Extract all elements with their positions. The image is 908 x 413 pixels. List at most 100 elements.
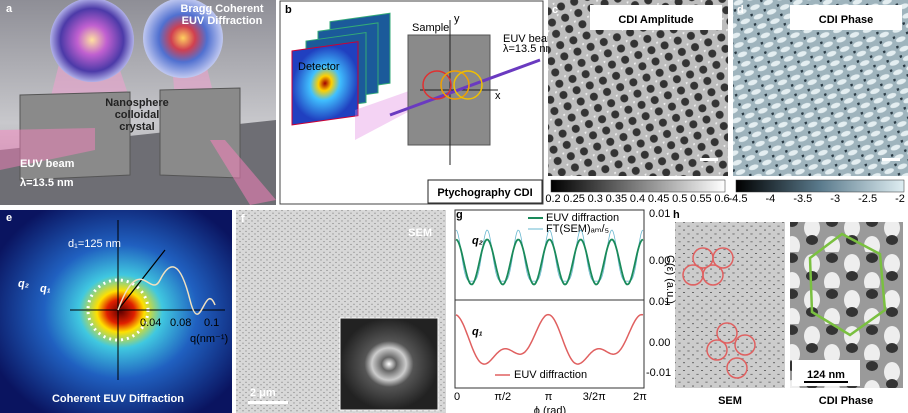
euv-beam	[0, 128, 95, 170]
diffraction-sphere	[50, 0, 134, 82]
curve	[455, 313, 644, 365]
annotation: q₁	[40, 283, 51, 295]
image-label: CDI Phase	[819, 395, 873, 407]
detector-stack	[291, 12, 391, 126]
scale-bar	[700, 158, 718, 161]
ring-markers	[682, 247, 756, 379]
annotation: x	[495, 90, 501, 102]
colorbar-tick-label: -2.5	[858, 193, 877, 205]
caption: Coherent EUV Diffraction	[52, 393, 184, 405]
panel-label: b	[285, 4, 292, 16]
annotation: λ=13.5 nm	[503, 43, 555, 55]
image-label: SEM	[718, 395, 742, 407]
panel-title: SEM	[408, 227, 432, 239]
tick-label: 3/2π	[583, 391, 606, 403]
plot-frame	[454, 299, 645, 389]
annotation: q₂	[472, 235, 483, 247]
panel-label: h	[673, 209, 680, 221]
tick-label: 0.04	[140, 317, 161, 329]
panel-label: a	[6, 3, 13, 15]
colorbar-tick-label: -3.5	[793, 193, 812, 205]
colorbar-tick-label: -2	[895, 193, 905, 205]
annotation: EUV beam	[20, 158, 75, 170]
scale-label: 124 nm	[807, 369, 845, 381]
panel-label: c	[552, 4, 558, 16]
panel-g: g q₂ q₁ EUV diffraction FT(SEM)ₐₘ/₅ EUV …	[454, 208, 676, 413]
panel-label: g	[456, 209, 463, 221]
tick-label: π/2	[494, 391, 511, 403]
colorbar-tick-label: 0.3	[588, 193, 603, 205]
tick-label: 0.00	[649, 337, 670, 349]
tick-label: 0.08	[170, 317, 191, 329]
colorbar-tick-label: -4.5	[729, 193, 748, 205]
annotation: EUV beam	[503, 33, 556, 45]
curve	[455, 229, 644, 282]
annotation: y	[454, 13, 460, 25]
legend-entry: EUV diffraction	[514, 369, 587, 381]
curve	[455, 238, 644, 286]
panel-title: CDI Amplitude	[618, 14, 693, 26]
axis-label: q(nm⁻¹)	[190, 333, 228, 345]
panel-e: e d₁=125 nm q₂ q₁ 0.04 0.08 0.1 q(nm⁻¹) …	[0, 210, 232, 413]
scale-bar	[882, 158, 900, 161]
annotation: Detector	[298, 61, 340, 73]
annotation: Nanosphere	[105, 97, 169, 109]
annotation: d₁=125 nm	[68, 238, 121, 250]
probe	[440, 70, 470, 100]
scale-bar	[804, 381, 848, 383]
caption: Ptychography CDI	[437, 187, 532, 199]
annotation: Bragg Coherent	[180, 3, 263, 15]
annotation: q₁	[472, 326, 483, 338]
colorbar-tick-label: 0.5	[672, 193, 687, 205]
fft-inset	[339, 317, 439, 411]
panel-d: CDI Phase d	[733, 0, 908, 193]
colorbar-tick-label: 0.6	[714, 193, 729, 205]
euv-beam	[389, 58, 541, 117]
probe	[422, 70, 452, 100]
tick-label: -0.01	[646, 367, 671, 379]
tick-label: 0	[454, 391, 460, 403]
panel-f: f SEM 2 μm	[236, 210, 446, 413]
annotation: colloidal	[115, 109, 160, 121]
colorbar-tick-label: 0.35	[606, 193, 627, 205]
legend-entry: EUV diffraction	[546, 212, 619, 224]
panel-title: CDI Phase	[819, 14, 873, 26]
colorbar	[550, 179, 726, 193]
colorbar-tick-label: -4	[766, 193, 776, 205]
annotation: q₂	[18, 278, 29, 290]
euv-beam	[210, 140, 276, 205]
scale-label: 2 μm	[250, 387, 276, 399]
panel-a: a Bragg Coherent EUV Diffraction Nanosph…	[0, 0, 276, 205]
colorbar-tick-label: 0.25	[563, 193, 584, 205]
axis-label: C(ε) (a.u.)	[664, 255, 676, 304]
hexagon-marker	[808, 232, 887, 337]
annotation: EUV Diffraction	[182, 15, 263, 27]
tick-label: 0.00	[649, 255, 670, 267]
colorbar	[735, 179, 905, 193]
scale-bar	[248, 401, 288, 404]
colorbar-tick-label: 0.4	[630, 193, 645, 205]
panel-label: e	[6, 212, 12, 224]
probe	[453, 70, 483, 100]
colorbar-tick-label: -3	[830, 193, 840, 205]
colorbar-tick-label: 0.2	[545, 193, 560, 205]
colorbar-tick-label: 0.45	[648, 193, 669, 205]
annotation: crystal	[119, 121, 154, 133]
tick-label: 0.1	[204, 317, 219, 329]
sample-plate	[19, 91, 131, 181]
caption-box	[427, 179, 543, 204]
radial-profile	[117, 266, 216, 315]
annotation: λ=13.5 nm	[20, 177, 74, 189]
tick-label: 0.01	[649, 208, 670, 220]
panel-label: f	[241, 213, 245, 225]
legend-entry: FT(SEM)ₐₘ/₅	[546, 223, 609, 235]
panel-b: b Sample y x EUV beam λ=13.5 nm Detector…	[279, 0, 556, 205]
colorbar-tick-label: 0.55	[690, 193, 711, 205]
annotation: Sample	[412, 22, 449, 34]
axis-label: ϕ (rad)	[534, 405, 566, 413]
panel-label: d	[737, 4, 744, 16]
tick-label: 2π	[633, 391, 647, 403]
